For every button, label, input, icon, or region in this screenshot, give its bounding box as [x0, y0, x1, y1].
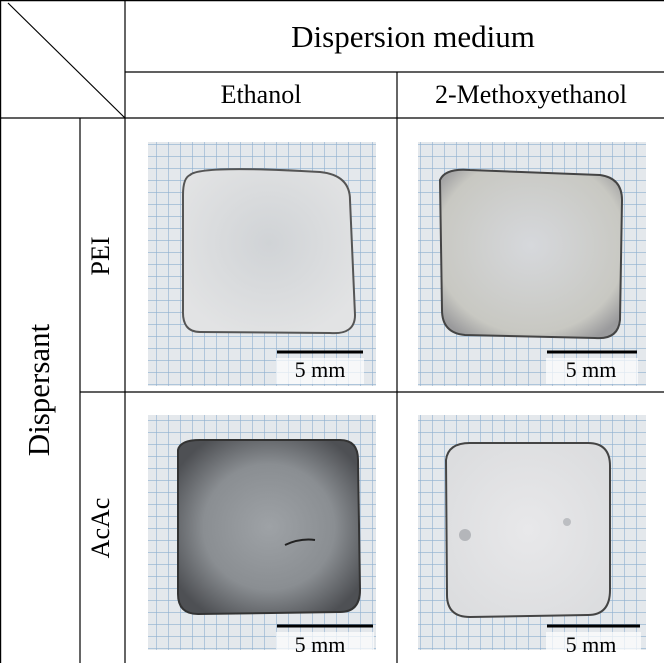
photo-acac-ethanol: [148, 415, 376, 650]
photo-pei-methoxyethanol: [418, 142, 646, 386]
row-group-header: Dispersant: [21, 323, 56, 456]
photo-pei-ethanol: [148, 142, 376, 386]
scale-bar: 5 mm: [546, 624, 641, 660]
scale-label: 5 mm: [566, 632, 617, 657]
scale-bar: 5 mm: [276, 350, 364, 384]
column-group-header: Dispersion medium: [291, 19, 535, 54]
scale-label: 5 mm: [295, 357, 346, 382]
scale-label: 5 mm: [295, 632, 346, 657]
scale-bar: 5 mm: [276, 624, 374, 660]
scale-bar: 5 mm: [546, 350, 638, 384]
scale-label: 5 mm: [566, 357, 617, 382]
row-header: PEI: [86, 237, 115, 276]
photo-acac-methoxyethanol: [418, 415, 646, 650]
column-header: 2-Methoxyethanol: [435, 80, 627, 109]
column-header: Ethanol: [221, 80, 302, 109]
row-header: AcAc: [86, 498, 115, 559]
